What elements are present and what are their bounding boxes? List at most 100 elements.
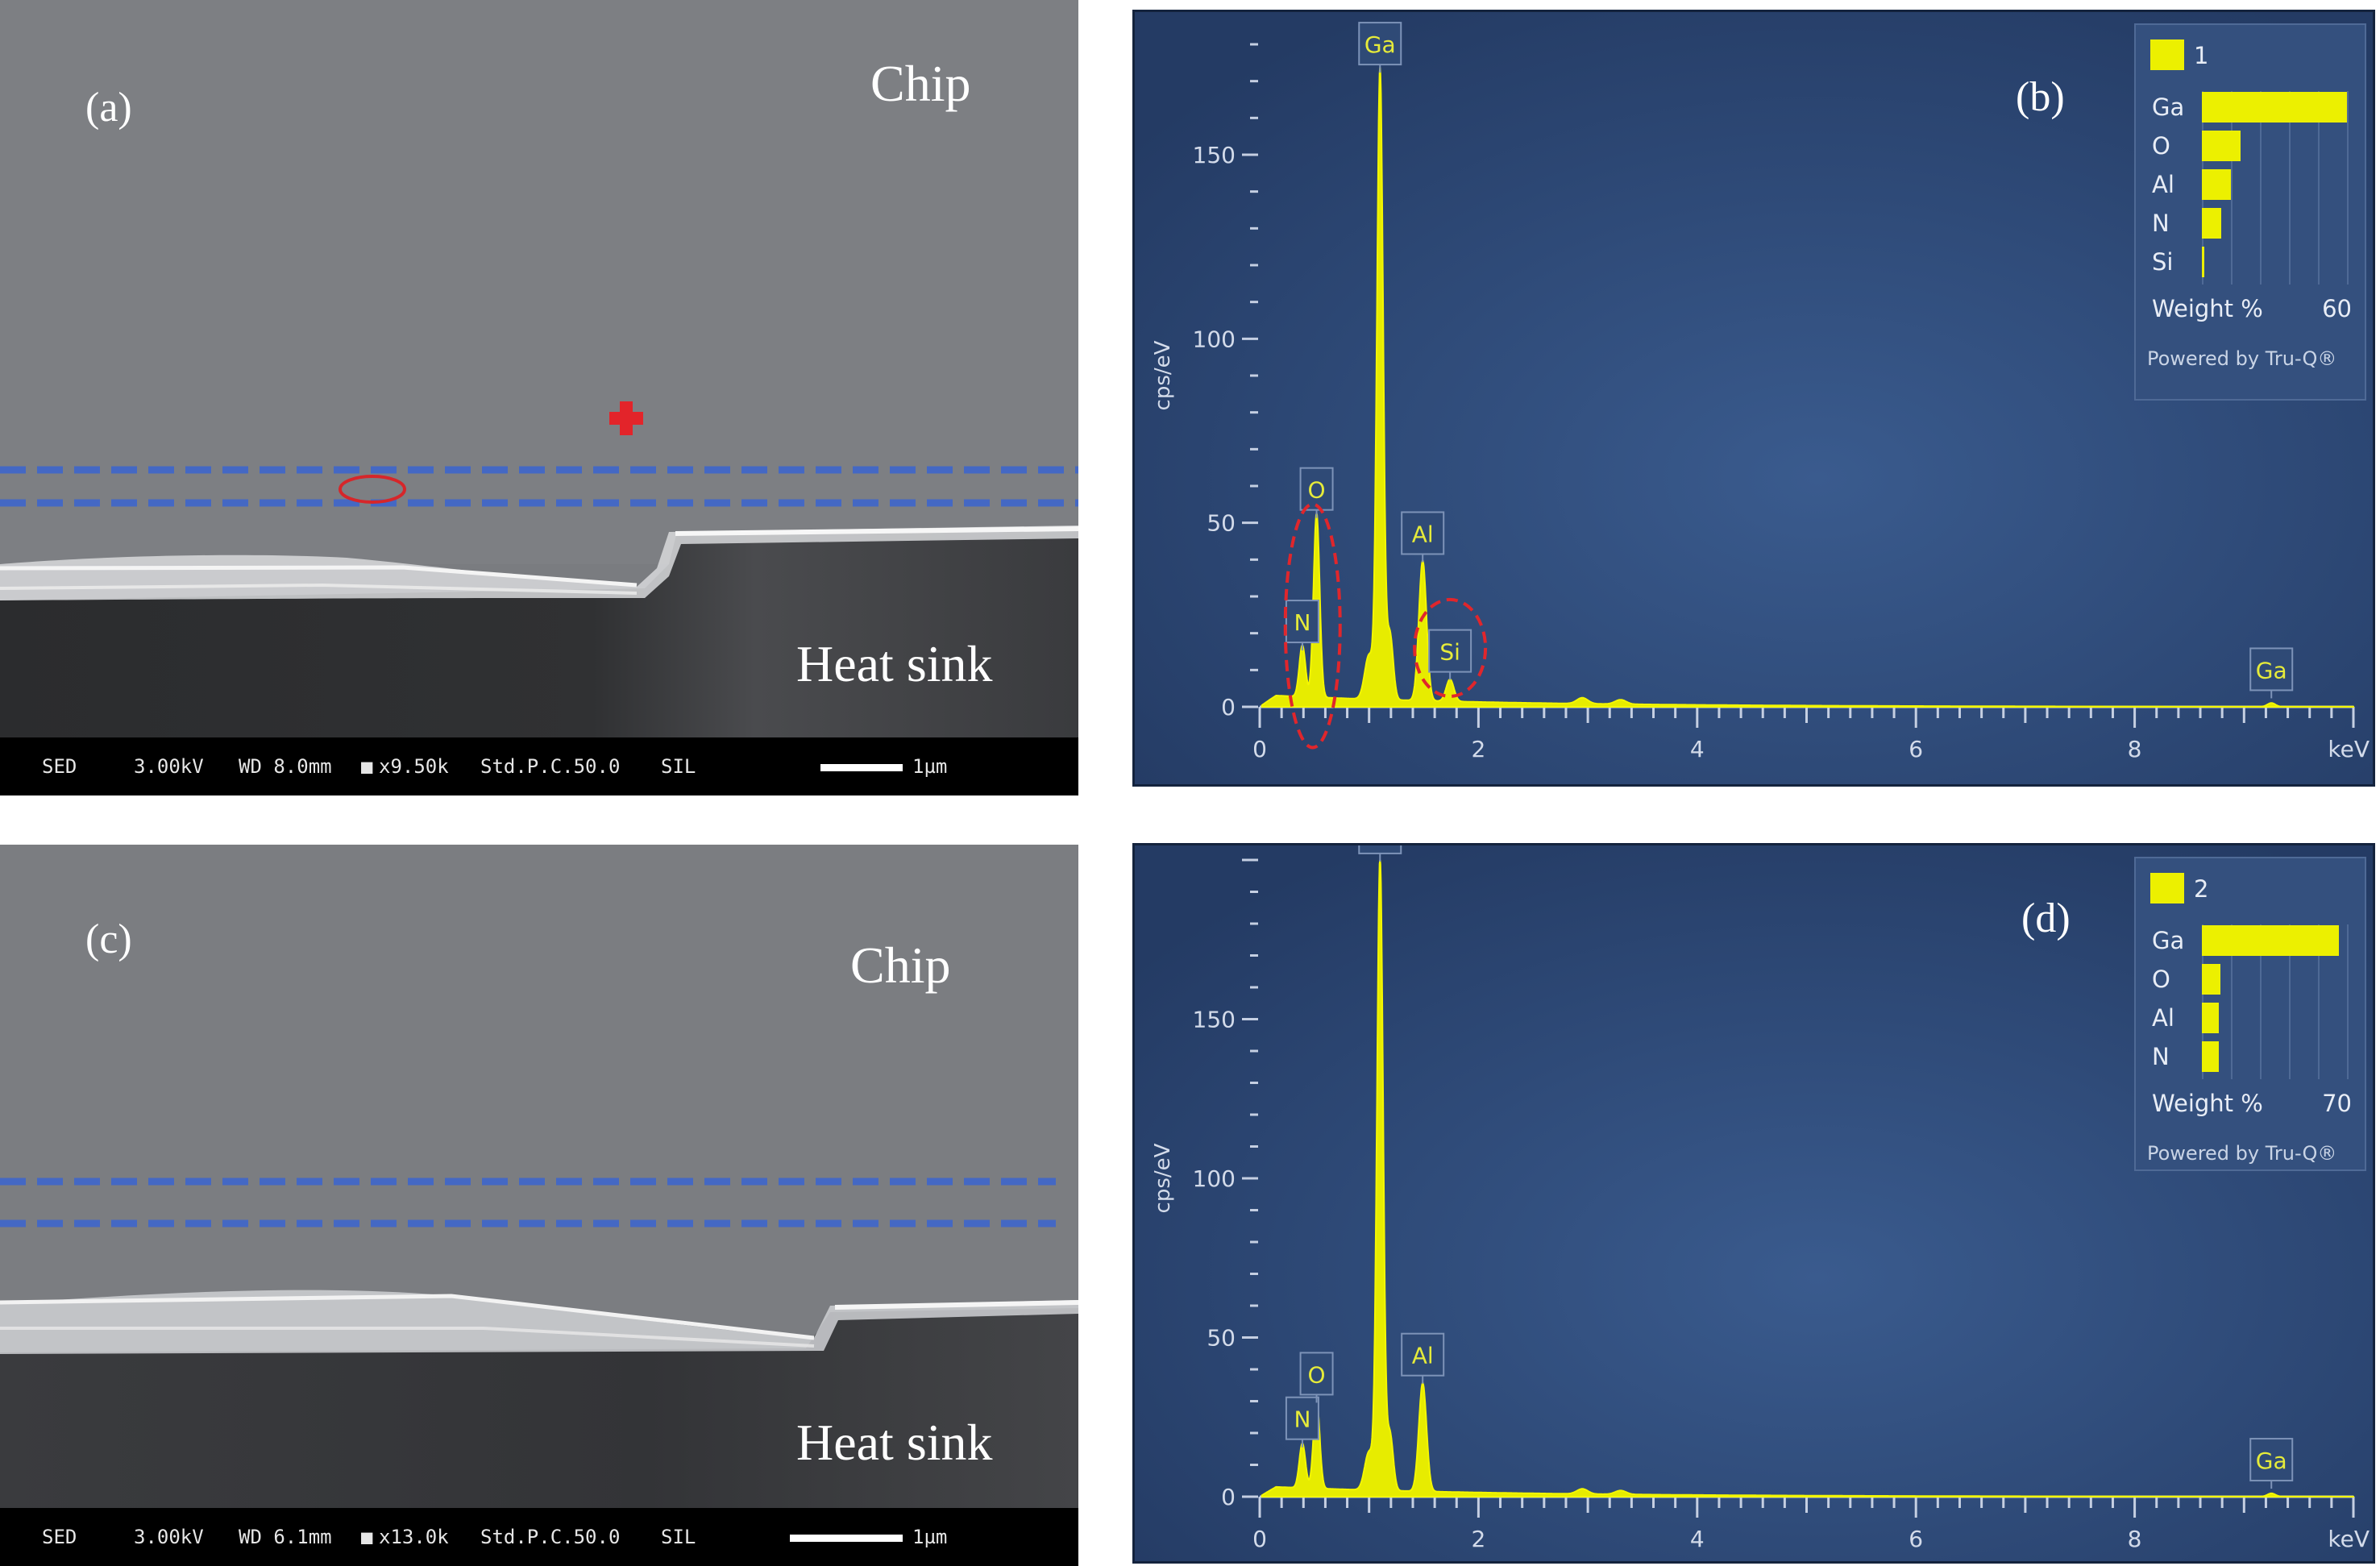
legend-swatch bbox=[2150, 873, 2184, 903]
peak-label-text: O bbox=[1308, 1361, 1326, 1388]
legend-element-name: Al bbox=[2152, 171, 2174, 198]
peak-label-o: O bbox=[1299, 467, 1334, 518]
legend-grid-line bbox=[2318, 924, 2320, 1079]
scale-bar-a bbox=[820, 764, 903, 771]
legend-element-name: Ga bbox=[2152, 927, 2185, 954]
legend-grid-line bbox=[2260, 91, 2262, 285]
peak-label-ga: Ga bbox=[1358, 845, 1402, 862]
sem-image-c bbox=[0, 845, 1078, 1508]
sem-preset: Std.P.C.50.0 bbox=[480, 1526, 621, 1548]
camera-icon: ■ bbox=[361, 755, 373, 778]
legend-weight-bar bbox=[2202, 131, 2241, 161]
x-tick-label: 2 bbox=[1471, 736, 1485, 762]
legend-element-name: O bbox=[2152, 132, 2170, 160]
legend-weight-bar bbox=[2202, 964, 2221, 995]
legend-grid-line bbox=[2202, 924, 2203, 1079]
legend-weight-bar bbox=[2202, 925, 2339, 956]
legend-element-name: O bbox=[2152, 966, 2170, 993]
panel-label-b: (b) bbox=[2016, 74, 2065, 120]
highlight-si bbox=[1413, 597, 1488, 698]
legend-grid-line bbox=[2347, 91, 2349, 285]
sem-voltage: 3.00kV bbox=[134, 755, 204, 778]
sem-panel-c: (c) Chip Heat sink SED 3.00kV WD 6.1mm ■… bbox=[0, 845, 1078, 1566]
x-tick-label: 6 bbox=[1909, 736, 1923, 762]
sem-mag: x13.0k bbox=[379, 1526, 449, 1548]
legend-weight-bar bbox=[2202, 92, 2347, 123]
y-tick-label: 150 bbox=[1193, 1007, 1236, 1033]
legend-b: 1 Ga O Al N Si Weight % 60 Powered by Tru-Q® bbox=[2134, 23, 2366, 401]
spectrum-curve bbox=[1261, 859, 2354, 1497]
legend-weight-bar bbox=[2202, 208, 2221, 239]
x-tick-label: 4 bbox=[1690, 736, 1705, 762]
legend-grid-line bbox=[2231, 91, 2233, 285]
x-axis-label: keV bbox=[2328, 1526, 2370, 1552]
y-axis-label: cps/eV bbox=[1151, 1143, 1175, 1213]
x-tick-label: 0 bbox=[1252, 1526, 1267, 1552]
scale-bar-text-a: 1µm bbox=[912, 755, 948, 778]
x-tick-label: 8 bbox=[2128, 1526, 2142, 1552]
peak-label-al: Al bbox=[1401, 511, 1445, 563]
sem-voltage: 3.00kV bbox=[134, 1526, 204, 1548]
peak-label-ga: Ga bbox=[2249, 647, 2294, 699]
legend-grid-line bbox=[2289, 91, 2291, 285]
panel-label-d: (d) bbox=[2021, 895, 2071, 941]
peak-label-n: N bbox=[1285, 600, 1319, 651]
y-tick-label: 0 bbox=[1221, 1484, 1236, 1510]
peak-label-text: Ga bbox=[1364, 31, 1396, 58]
legend-grid-line bbox=[2347, 924, 2349, 1079]
heat-sink-label-c: Heat sink bbox=[796, 1414, 993, 1471]
peak-label-ga: Ga bbox=[2249, 1438, 2294, 1489]
legend-grid-line bbox=[2318, 91, 2320, 285]
x-tick-label: 4 bbox=[1690, 1526, 1705, 1552]
x-tick-label: 6 bbox=[1909, 1526, 1923, 1552]
heat-sink-label-a: Heat sink bbox=[796, 635, 993, 692]
x-tick-label: 2 bbox=[1471, 1526, 1485, 1552]
sem-wd: WD 8.0mm bbox=[239, 755, 332, 778]
defect-circle bbox=[339, 475, 406, 504]
y-tick-label: 50 bbox=[1207, 510, 1236, 537]
legend-weight-max: 70 bbox=[2322, 1090, 2352, 1117]
y-tick-label: 100 bbox=[1193, 326, 1236, 352]
legend-weight-bar bbox=[2202, 247, 2204, 277]
peak-label-n: N bbox=[1285, 1396, 1319, 1448]
sem-info-bar-a: SED 3.00kV WD 8.0mm ■ x9.50k Std.P.C.50.… bbox=[0, 737, 1078, 795]
sem-wd: WD 6.1mm bbox=[239, 1526, 332, 1548]
x-tick-label: 0 bbox=[1252, 736, 1267, 762]
legend-grid-line bbox=[2231, 924, 2233, 1079]
y-tick-label: 0 bbox=[1221, 694, 1236, 721]
legend-element-name: Si bbox=[2152, 248, 2174, 276]
sem-mode: SED bbox=[42, 755, 77, 778]
legend-d: 2 Ga O Al N Weight % 70 Powered by Tru-Q® bbox=[2134, 857, 2366, 1171]
peak-label-text: N bbox=[1294, 609, 1310, 636]
legend-footer: Powered by Tru-Q® bbox=[2147, 347, 2337, 370]
sem-lab: SIL bbox=[661, 1526, 696, 1548]
y-tick-label: 50 bbox=[1207, 1325, 1236, 1352]
peak-label-text: N bbox=[1294, 1406, 1310, 1433]
peak-label-text: Ga bbox=[2256, 1448, 2287, 1474]
legend-swatch bbox=[2150, 39, 2184, 70]
x-tick-label: 8 bbox=[2128, 736, 2142, 762]
chip-label-a: Chip bbox=[870, 55, 971, 112]
panel-label-a: (a) bbox=[85, 85, 132, 131]
peak-label-text: Ga bbox=[2256, 657, 2287, 683]
peak-label-ga: Ga bbox=[1358, 22, 1402, 73]
sem-mode: SED bbox=[42, 1526, 77, 1548]
peak-label-si: Si bbox=[1428, 629, 1472, 680]
peak-label-text: Si bbox=[1439, 639, 1460, 666]
legend-grid-line bbox=[2289, 924, 2291, 1079]
legend-weight-bar bbox=[2202, 1003, 2219, 1033]
peak-label-al: Al bbox=[1401, 1332, 1445, 1384]
sem-panel-a: (a) Chip Heat sink SED 3.00kV WD 8.0mm ■… bbox=[0, 0, 1078, 795]
peak-label-text: Al bbox=[1412, 521, 1434, 547]
y-axis-label: cps/eV bbox=[1151, 340, 1175, 410]
legend-grid-line bbox=[2260, 924, 2262, 1079]
sem-image-a bbox=[0, 0, 1078, 737]
chip-label-c: Chip bbox=[850, 937, 951, 994]
legend-spectrum-id: 2 bbox=[2194, 875, 2209, 903]
panel-label-c: (c) bbox=[85, 916, 132, 962]
scale-bar-c bbox=[790, 1535, 903, 1542]
y-tick-label: 150 bbox=[1193, 142, 1236, 168]
peak-label-text: O bbox=[1308, 477, 1326, 504]
